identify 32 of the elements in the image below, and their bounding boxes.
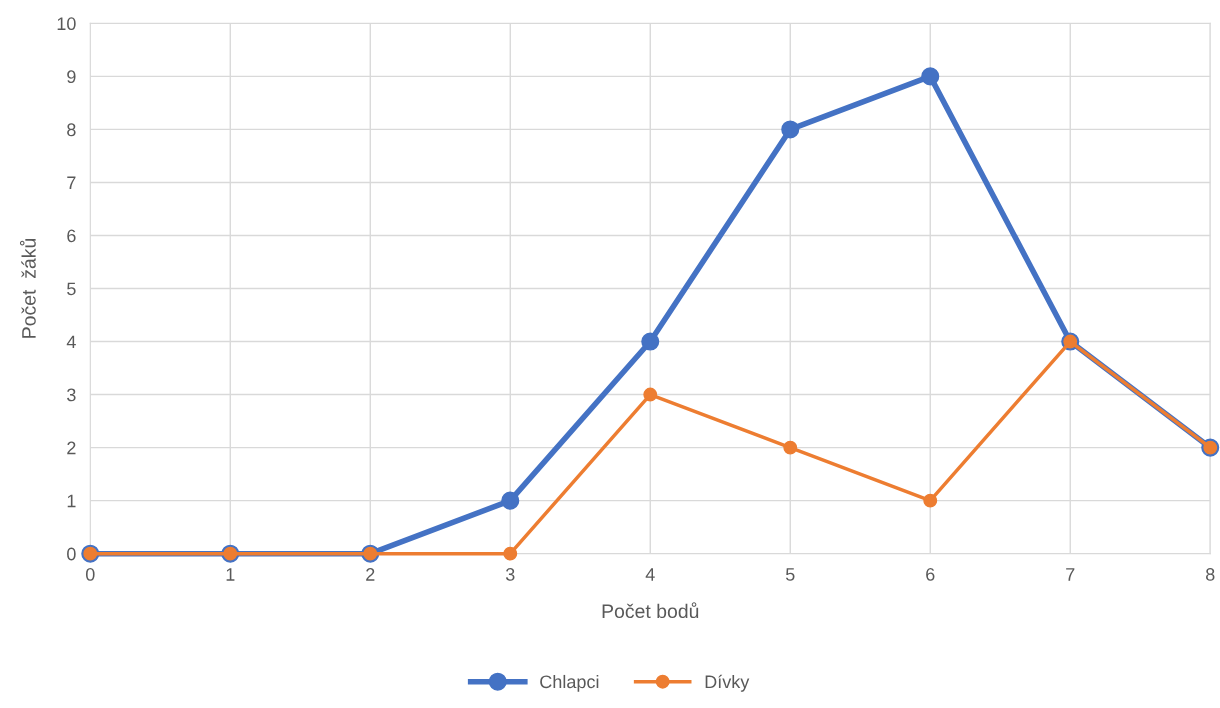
y-axis-title: Počet žáků — [19, 239, 36, 338]
y-tick-label: 7 — [67, 176, 76, 189]
x-tick-label: 6 — [926, 568, 935, 581]
point — [501, 491, 520, 510]
point — [781, 120, 800, 139]
x-tick-label: 4 — [645, 568, 655, 581]
x-tick-label: 5 — [785, 568, 795, 581]
legend-label: Dívky — [705, 674, 750, 692]
y-tick-label: 10 — [57, 17, 76, 31]
y-tick-label: 1 — [67, 494, 76, 508]
y-tick-label: 6 — [67, 229, 76, 243]
y-tick-label: 5 — [67, 282, 76, 296]
x-tick-label: 3 — [505, 568, 515, 581]
y-tick-label: 8 — [67, 123, 76, 137]
x-axis-title: Počet bodů — [602, 602, 699, 619]
x-tick-label: 7 — [1066, 568, 1075, 581]
point — [923, 493, 938, 508]
point — [641, 332, 660, 351]
y-tick-label: 3 — [67, 388, 76, 402]
y-tick-label: 0 — [67, 547, 76, 561]
legend-label: Chlapci — [540, 674, 599, 692]
point — [643, 387, 658, 402]
x-tick-label: 1 — [226, 568, 235, 581]
point — [783, 440, 798, 455]
y-tick-label: 9 — [67, 70, 76, 84]
point — [503, 546, 518, 561]
x-tick-label: 2 — [366, 568, 375, 581]
y-tick-label: 4 — [66, 335, 76, 349]
y-tick-label: 2 — [67, 441, 76, 455]
point — [921, 67, 940, 86]
x-tick-label: 8 — [1206, 568, 1215, 581]
x-tick-label: 0 — [85, 568, 95, 581]
